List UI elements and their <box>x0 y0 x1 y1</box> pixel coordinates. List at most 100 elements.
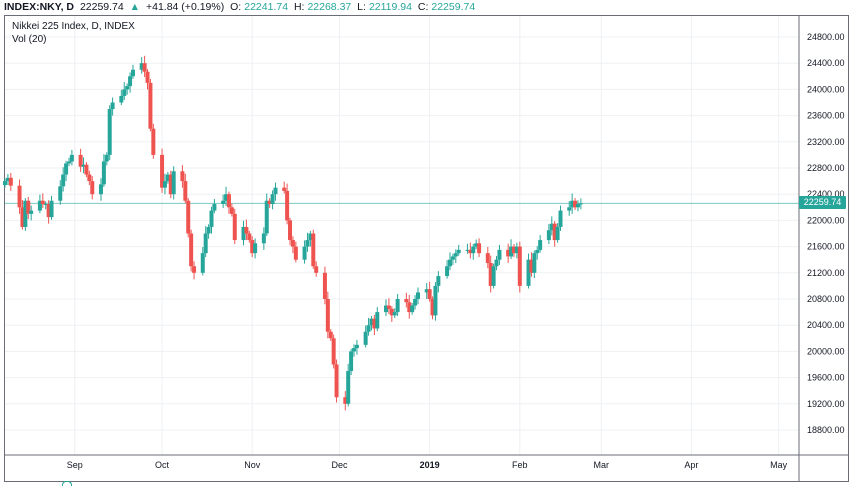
y-tick-label: 24800.00 <box>807 32 845 42</box>
close-label: C: <box>417 1 429 13</box>
candle-body <box>285 190 290 221</box>
y-tick-label: 24400.00 <box>807 58 845 68</box>
tradingview-logo-icon <box>62 481 72 486</box>
candle-body <box>447 259 452 267</box>
candle-body <box>253 243 258 254</box>
candle-body <box>270 194 275 205</box>
legend-title[interactable]: Nikkei 225 Index, D, INDEX <box>12 21 135 32</box>
candle-body <box>497 249 502 260</box>
candle-body <box>346 371 351 404</box>
candle-body <box>535 249 540 254</box>
y-tick-label: 24000.00 <box>807 84 845 94</box>
candle-body <box>26 200 31 214</box>
y-tick-label: 23600.00 <box>807 111 845 121</box>
candle-body <box>212 204 217 211</box>
candle-body <box>322 272 327 299</box>
candle-body <box>477 243 482 254</box>
candle-body <box>288 220 293 241</box>
candle-body <box>221 200 226 205</box>
candle-body <box>84 164 89 175</box>
candle-body <box>363 331 368 345</box>
candle-body <box>343 397 348 404</box>
candle-body <box>162 181 167 188</box>
chart-frame[interactable] <box>4 15 849 482</box>
y-tick-label: 23200.00 <box>807 137 845 147</box>
candle-body <box>171 171 176 195</box>
candle-body <box>517 246 522 286</box>
candle-body <box>308 233 313 241</box>
candle-body <box>445 266 450 277</box>
candle-body <box>261 233 266 244</box>
candle-body <box>573 200 578 208</box>
candle-body <box>491 266 496 286</box>
y-tick-label: 19200.00 <box>807 399 845 409</box>
candle-body <box>3 181 7 186</box>
candle-body <box>334 364 339 398</box>
candle-body <box>8 177 13 186</box>
candle-body <box>5 177 10 182</box>
x-tick-label: Apr <box>684 460 698 470</box>
candle-body <box>465 249 470 251</box>
candle-body <box>415 292 420 299</box>
candle-body <box>290 240 295 247</box>
candle-body <box>453 253 458 257</box>
volume-indicator-label[interactable]: Vol (20) <box>12 34 47 45</box>
candle-body <box>509 246 514 257</box>
candle-body <box>570 200 575 208</box>
candle-body <box>46 204 51 218</box>
candle-body <box>229 207 234 214</box>
x-tick-label: Dec <box>331 460 348 470</box>
candle-body <box>474 243 479 247</box>
candle-body <box>17 185 22 208</box>
candle-body <box>186 200 191 234</box>
candle-body <box>369 318 374 326</box>
candle-body <box>139 63 144 70</box>
candle-body <box>125 86 130 90</box>
y-tick-label: 21200.00 <box>807 268 845 278</box>
candle-body <box>506 249 511 257</box>
candle-body <box>511 246 516 254</box>
candle-body <box>29 210 34 214</box>
up-arrow-icon: ▲ <box>129 1 141 13</box>
candle-body <box>40 200 45 205</box>
candle-body <box>532 253 537 273</box>
candle-body <box>456 249 461 254</box>
candle-body <box>206 226 211 234</box>
candle-body <box>226 194 231 208</box>
candle-body <box>413 299 418 306</box>
candle-body <box>168 174 173 195</box>
candle-body <box>189 233 194 267</box>
candle-body <box>244 226 249 234</box>
candle-body <box>81 164 86 167</box>
candle-body <box>64 163 69 175</box>
candle-body <box>66 161 71 164</box>
last-price-tag: 22259.74 <box>799 196 846 209</box>
candle-body <box>305 240 310 247</box>
y-tick-label: 20000.00 <box>807 346 845 356</box>
candle-body <box>87 174 92 182</box>
candle-body <box>354 344 359 349</box>
y-tick-label: 20400.00 <box>807 320 845 330</box>
candle-body <box>386 305 391 309</box>
candle-body <box>160 154 165 188</box>
x-tick-label: Nov <box>244 460 261 470</box>
candle-body <box>130 69 135 77</box>
candle-body <box>328 331 333 339</box>
candle-body <box>404 299 409 303</box>
symbol-name[interactable]: INDEX:NKY, D <box>4 1 75 13</box>
y-tick-label: 22400.00 <box>807 189 845 199</box>
candle-body <box>293 246 298 260</box>
candle-body <box>575 204 580 208</box>
candle-body <box>549 223 554 231</box>
candle-body <box>232 213 237 241</box>
candle-body <box>392 312 397 316</box>
candle-body <box>241 226 246 241</box>
candle-body <box>264 200 269 234</box>
candle-body <box>224 194 229 201</box>
candle-body <box>180 171 185 182</box>
symbol-header: INDEX:NKY, D 22259.74 ▲ +41.84 (+0.19%) … <box>4 0 478 14</box>
candle-body <box>384 305 389 313</box>
candle-body <box>349 351 354 372</box>
candle-body <box>488 262 493 286</box>
